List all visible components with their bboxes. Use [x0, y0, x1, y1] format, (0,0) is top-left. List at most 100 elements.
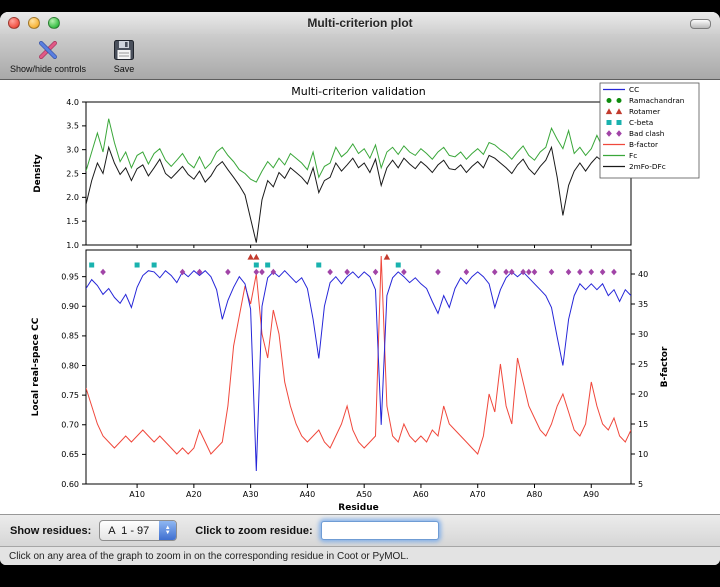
y-tick-label: 2.5 [66, 169, 79, 178]
x-tick-label: A90 [583, 490, 599, 499]
marker-triangle [253, 253, 260, 260]
legend-sample-Ramachandran [606, 98, 612, 103]
save-icon [112, 36, 136, 63]
stepper-arrows-icon [159, 521, 177, 540]
y-tick-label: 15 [638, 420, 648, 429]
tool-label: Save [113, 64, 135, 74]
y-tick-label: 0.80 [61, 361, 79, 370]
marker-diamond [100, 268, 106, 276]
window-controls [8, 17, 60, 29]
y-axis-label-density: Density [33, 154, 43, 193]
marker-diamond [327, 268, 333, 276]
controls-bar: Show residues: A 1 - 97 Click to zoom re… [0, 514, 720, 546]
x-tick-label: A40 [300, 490, 316, 499]
legend-box [599, 82, 700, 179]
marker-diamond [253, 268, 260, 276]
marker-square [316, 262, 322, 268]
marker-diamond [577, 268, 583, 276]
bottom-axes-frame [85, 249, 632, 485]
window-titlebar[interactable]: Multi-criterion plot [0, 12, 720, 34]
marker-diamond [401, 268, 407, 276]
tools-icon [35, 36, 61, 63]
legend-sample-Rotamer [605, 108, 613, 115]
marker-triangle [247, 253, 254, 260]
series-CC [86, 269, 631, 472]
y-tick-label: 35 [638, 300, 648, 309]
series-Fc [86, 118, 631, 183]
y-axis-label-cc: Local real-space CC [31, 317, 41, 416]
y-tick-label: 25 [638, 360, 648, 369]
marker-diamond [526, 268, 532, 276]
marker-square [253, 262, 259, 268]
legend-label: 2mFo-DFc [629, 162, 666, 171]
tool-label: Show/hide controls [10, 64, 87, 74]
y-tick-label: 30 [638, 330, 648, 339]
series-2mFo-DFc [86, 145, 631, 243]
marker-square [395, 262, 401, 268]
zoom-button[interactable] [48, 17, 60, 29]
multi-criterion-chart[interactable]: 1.0 1.5 2.0 2.5 3.0 3.5 4.0 Multi-criterion val… [0, 80, 720, 514]
y-tick-label: 10 [638, 450, 648, 459]
toolbar-toggle-button[interactable] [690, 19, 711, 29]
y-tick-label: 0.90 [61, 302, 79, 311]
y-tick-label: 0.60 [61, 480, 79, 489]
legend-sample-C-beta [606, 120, 612, 125]
marker-diamond [435, 268, 441, 276]
minimize-button[interactable] [28, 17, 40, 29]
plot-figure[interactable]: 1.0 1.5 2.0 2.5 3.0 3.5 4.0 Multi-criterion val… [0, 80, 720, 514]
marker-diamond [520, 268, 526, 276]
legend-sample-C-beta [616, 120, 622, 125]
y-tick-label: 5 [638, 480, 643, 489]
x-tick-label: A80 [527, 490, 543, 499]
legend-sample-Rotamer [615, 108, 623, 115]
legend-label: B-factor [629, 140, 658, 149]
x-tick-label: A60 [413, 490, 429, 499]
x-tick-label: A10 [129, 490, 145, 499]
y-tick-label: 0.65 [61, 450, 79, 459]
toolbar: Show/hide controls Save [0, 34, 720, 80]
marker-diamond [599, 268, 606, 276]
marker-diamond [270, 268, 277, 276]
marker-square [151, 262, 157, 268]
show-hide-controls-button[interactable]: Show/hide controls [10, 36, 86, 74]
zoom-residue-input[interactable] [320, 521, 439, 540]
marker-diamond [344, 268, 350, 276]
save-button[interactable]: Save [112, 36, 136, 74]
legend-sample-Bad clash [606, 130, 612, 137]
marker-diamond [508, 268, 515, 276]
marker-diamond [179, 268, 186, 276]
marker-diamond [588, 268, 595, 276]
window-title: Multi-criterion plot [307, 16, 413, 30]
y-tick-label: 0.95 [61, 272, 79, 281]
marker-diamond [196, 268, 203, 276]
legend-label: Ramachandran [629, 96, 684, 105]
close-button[interactable] [8, 17, 20, 29]
x-tick-label: A30 [243, 490, 259, 499]
marker-diamond [565, 268, 572, 276]
y-tick-label: 1.0 [66, 241, 79, 250]
legend-label: Bad clash [629, 129, 664, 138]
marker-diamond [225, 268, 231, 276]
y-axis-label-bfactor: B-factor [660, 346, 670, 387]
residue-range-select[interactable]: A 1 - 97 [99, 520, 178, 541]
y-tick-label: 1.5 [66, 217, 79, 226]
marker-square [265, 262, 271, 268]
y-tick-label: 40 [638, 270, 648, 279]
status-bar: Click on any area of the graph to zoom i… [0, 546, 720, 565]
marker-square [134, 262, 140, 268]
show-residues-label: Show residues: [10, 524, 92, 537]
x-tick-label: A70 [470, 490, 486, 499]
legend-sample-Ramachandran [616, 98, 622, 103]
y-tick-label: 3.5 [66, 122, 79, 131]
marker-triangle [383, 253, 391, 260]
marker-diamond [548, 268, 555, 276]
legend-label: CC [629, 85, 639, 94]
marker-diamond [503, 268, 509, 276]
marker-diamond [491, 268, 498, 276]
y-tick-label: 20 [638, 390, 648, 399]
marker-diamond [531, 268, 538, 276]
marker-diamond [372, 268, 379, 276]
series-B-factor [86, 255, 631, 455]
y-tick-label: 0.75 [61, 391, 79, 400]
